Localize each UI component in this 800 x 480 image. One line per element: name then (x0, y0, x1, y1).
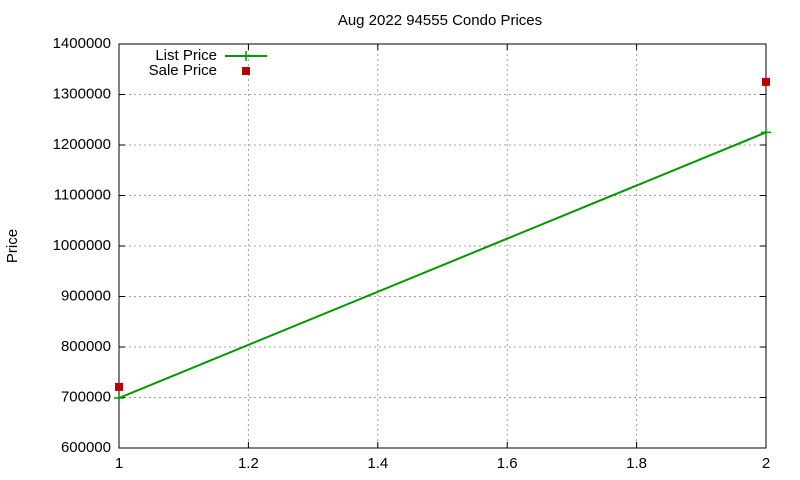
chart-title: Aug 2022 94555 Condo Prices (338, 12, 542, 29)
x-tick-label: 2 (762, 455, 770, 472)
y-axis-label: Price (4, 229, 21, 263)
y-tick-label: 1200000 (53, 136, 111, 153)
legend-label: List Price (155, 47, 217, 64)
y-tick-label: 1400000 (53, 35, 111, 52)
y-tick-label: 700000 (61, 388, 111, 405)
x-tick-label: 1.6 (497, 455, 518, 472)
point-marker (762, 77, 770, 86)
y-tick-label: 1100000 (54, 186, 111, 203)
x-tick-label: 1.8 (626, 455, 647, 472)
point-marker (114, 393, 124, 404)
point-marker (115, 382, 123, 391)
point-marker (761, 127, 771, 138)
plot-frame (118, 43, 767, 449)
y-tick-label: 1000000 (53, 237, 111, 254)
y-tick-label: 1300000 (53, 85, 111, 102)
y-tick-label: 900000 (61, 287, 111, 304)
x-tick-label: 1.2 (238, 455, 259, 472)
y-tick-label: 600000 (61, 439, 111, 456)
series-line (118, 131, 767, 399)
x-tick-label: 1 (115, 455, 123, 472)
y-tick-label: 800000 (61, 338, 111, 355)
legend-marker (241, 51, 251, 61)
legend-marker (242, 67, 250, 75)
legend-label: Sale Price (149, 62, 217, 79)
x-tick-label: 1.4 (367, 455, 388, 472)
